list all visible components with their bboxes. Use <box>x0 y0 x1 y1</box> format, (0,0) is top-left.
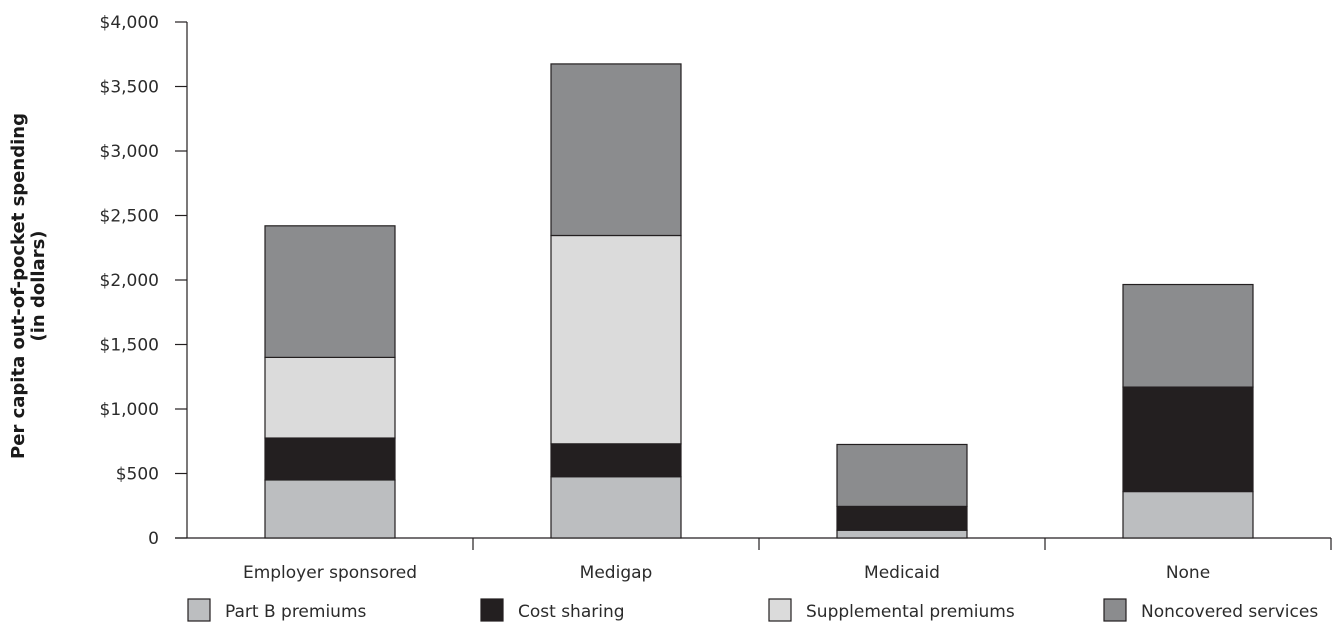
y-tick-label: $1,000 <box>100 400 159 420</box>
legend-item: Supplemental premiums <box>768 598 1015 622</box>
y-tick-label: $1,500 <box>100 336 159 356</box>
x-category-label: Medicaid <box>864 563 940 583</box>
bar-segment-cost-sharing <box>1122 386 1254 493</box>
bar-segment-supplemental-premiums <box>550 234 682 445</box>
y-axis-label: Per capita out-of-pocket spending (in dol… <box>8 113 49 459</box>
bar-segment-cost-sharing <box>264 437 396 481</box>
legend-swatch <box>187 598 211 622</box>
legend-swatch <box>480 598 504 622</box>
bar-segment-part-b-premiums <box>836 529 968 539</box>
y-tick-label: $3,500 <box>100 78 159 98</box>
bar-segment-noncovered-services <box>1122 283 1254 388</box>
legend-swatch <box>1103 598 1127 622</box>
legend-item: Cost sharing <box>480 598 625 622</box>
bar-segment-cost-sharing <box>836 505 968 531</box>
y-axis-title-line: Per capita out-of-pocket spending <box>8 113 29 459</box>
y-axis-ticks: 0 $500 $1,000 $1,500 $2,000 $2,500 $3,000 $3,50… <box>100 13 187 549</box>
x-axis-labels: Employer sponsored Medigap Medicaid None <box>243 563 1210 583</box>
legend-label: Noncovered services <box>1141 602 1318 622</box>
x-category-label: None <box>1166 563 1210 583</box>
legend: Part B premiums Cost sharing Supplemental … <box>187 598 1318 622</box>
legend-label: Cost sharing <box>518 602 625 622</box>
bar-segment-part-b-premiums <box>550 476 682 539</box>
x-category-label: Medigap <box>580 563 653 583</box>
y-tick-label: $500 <box>116 465 159 485</box>
bar-segment-supplemental-premiums <box>264 356 396 439</box>
legend-swatch <box>768 598 792 622</box>
legend-label: Part B premiums <box>225 602 367 622</box>
y-tick-label: $3,000 <box>100 142 159 162</box>
x-category-label: Employer sponsored <box>243 563 417 583</box>
bar-segment-noncovered-services <box>264 225 396 359</box>
y-tick-label: $4,000 <box>100 13 159 33</box>
bar-segment-cost-sharing <box>550 443 682 478</box>
y-tick-label: $2,500 <box>100 207 159 227</box>
legend-label: Supplemental premiums <box>806 602 1015 622</box>
bar-segment-noncovered-services <box>836 443 968 507</box>
bar-segment-part-b-premiums <box>264 479 396 539</box>
legend-item: Noncovered services <box>1103 598 1318 622</box>
legend-item: Part B premiums <box>187 598 367 622</box>
y-tick-label: $2,000 <box>100 271 159 291</box>
bar-segment-noncovered-services <box>550 63 682 237</box>
y-tick-label: 0 <box>148 529 159 549</box>
bar-segment-part-b-premiums <box>1122 490 1254 539</box>
y-axis-title-line: (in dollars) <box>28 230 49 341</box>
bars <box>264 63 1254 539</box>
